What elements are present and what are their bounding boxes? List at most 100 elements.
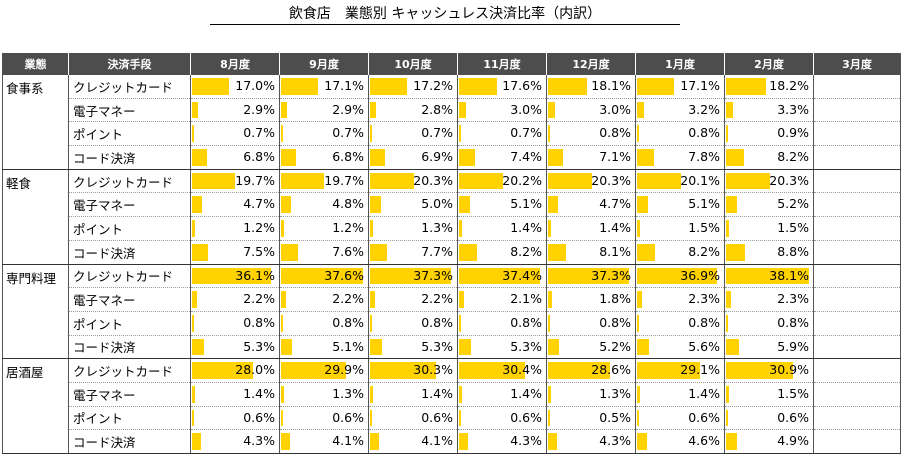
data-label: 28.6% [591,362,631,378]
payment-ratio-table: 業態 決済手段 8月度 9月度 10月度 11月度 12月度 1月度 2月度 3月度 食事系 クレジ… [2,53,901,454]
value-cell: 0.6% [190,406,280,431]
value-cell: 30.3% [368,358,458,383]
header-row: 業態 決済手段 8月度 9月度 10月度 11月度 12月度 1月度 2月度 3月度 [2,53,901,75]
value-cell: 20.1% [635,169,725,194]
value-cell [813,335,901,360]
data-label: 6.8% [332,149,364,165]
data-bar [459,172,503,190]
value-cell [813,240,901,265]
value-cell: 4.7% [190,192,280,218]
data-label: 19.7% [235,172,275,188]
data-label: 6.9% [421,149,453,165]
data-label: 1.3% [332,385,364,401]
method-cell: ポイント [68,121,191,147]
method-cell: コード決済 [68,145,191,170]
value-cell: 17.6% [457,75,547,99]
data-bar [281,125,283,143]
data-bar [281,149,296,166]
data-label: 1.4% [243,385,275,401]
data-bar [637,196,649,214]
data-bar [281,433,290,450]
value-cell: 2.9% [190,98,280,123]
value-cell: 0.8% [724,311,814,336]
data-label: 37.3% [413,267,453,283]
data-bar [459,433,469,450]
value-cell [813,406,901,431]
value-cell [813,121,901,147]
value-cell [813,192,901,218]
value-cell: 8.2% [635,240,725,265]
value-cell: 5.1% [457,192,547,218]
method-cell: ポイント [68,406,191,431]
value-cell: 17.0% [190,75,280,99]
value-cell: 4.9% [724,429,814,454]
data-bar [548,149,564,166]
method-cell: 電子マネー [68,98,191,123]
data-bar [637,409,639,427]
value-cell: 28.6% [546,358,636,383]
table-row: 電子マネー 2.9% 2.9% 2.8% 3.0% 3.0% 3.2% 3.3% [3,98,901,123]
table-row: ポイント 0.6% 0.6% 0.6% 0.6% 0.5% 0.6% 0.6% [3,406,901,431]
header-cell: 10月度 [368,53,458,75]
value-cell: 0.9% [724,121,814,147]
data-bar [548,196,559,214]
data-label: 4.3% [243,433,275,449]
data-label: 2.9% [332,101,364,117]
header-cell: 業態 [2,53,69,75]
data-bar [459,409,461,427]
value-cell: 0.5% [546,406,636,431]
data-bar [370,338,382,356]
data-bar [370,78,408,95]
data-label: 8.1% [599,243,631,259]
data-label: 0.7% [510,125,542,141]
value-cell: 0.6% [368,406,458,431]
data-bar [548,220,552,237]
value-cell: 1.4% [457,216,547,241]
value-cell: 30.9% [724,358,814,383]
data-label: 5.1% [332,338,364,354]
value-cell: 4.3% [546,429,636,454]
data-label: 1.5% [777,385,809,401]
data-label: 2.2% [243,291,275,307]
value-cell: 36.9% [635,264,725,289]
value-cell: 1.5% [724,216,814,241]
data-bar [192,125,194,143]
value-cell: 1.4% [635,382,725,407]
data-bar [370,149,385,166]
data-label: 5.1% [688,196,720,212]
value-cell: 5.9% [724,335,814,360]
data-bar [281,220,284,237]
data-label: 20.3% [769,172,809,188]
data-bar [459,196,471,214]
data-label: 5.3% [243,338,275,354]
data-bar [370,385,374,403]
value-cell: 2.2% [368,287,458,312]
data-bar [548,267,630,285]
data-bar [637,314,639,332]
method-cell: 電子マネー [68,192,191,218]
data-bar [637,433,647,450]
value-cell: 4.1% [279,429,369,454]
data-bar [726,101,734,119]
data-label: 0.6% [510,409,542,425]
data-label: 0.8% [777,314,809,330]
data-bar [726,362,794,379]
table-row: 居酒屋 クレジットカード 28.0% 29.9% 30.3% 30.4% 28.6% 29.1… [2,358,901,454]
header-cell: 1月度 [635,53,725,75]
data-bar [192,196,203,214]
table-row: ポイント 1.2% 1.2% 1.3% 1.4% 1.4% 1.5% 1.5% [3,216,901,241]
value-cell [813,75,901,99]
data-label: 4.7% [599,196,631,212]
method-cell: クレジットカード [68,75,191,99]
data-label: 2.8% [421,101,453,117]
table-row: 軽食 クレジットカード 19.7% 19.7% 20.3% 20.2% 20.3% 20.1%… [2,169,901,265]
data-bar [192,362,253,379]
data-label: 0.8% [421,314,453,330]
header-cell: 3月度 [813,53,901,75]
value-cell: 0.6% [279,406,369,431]
value-cell: 1.4% [368,382,458,407]
data-label: 4.7% [243,196,275,212]
data-label: 2.1% [510,291,542,307]
value-cell: 17.1% [635,75,725,99]
data-label: 8.2% [777,149,809,165]
